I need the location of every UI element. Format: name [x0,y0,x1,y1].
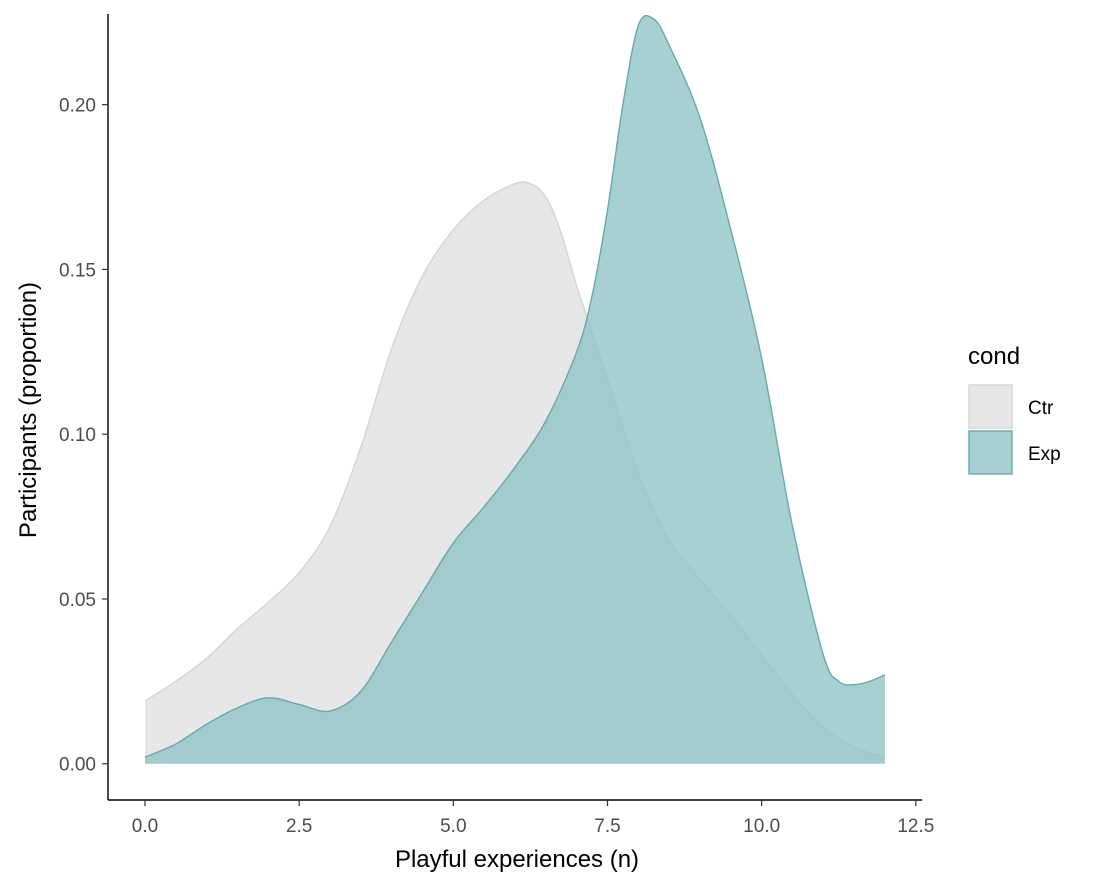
y-axis-title: Participants (proportion) [15,282,42,538]
legend-label-ctr: Ctr [1028,398,1054,419]
density-areas [144,14,886,764]
y-tick-label: 0.05 [59,590,96,611]
x-tick-label: 10.0 [743,816,780,837]
legend: cond Ctr Exp [968,343,1061,475]
legend-label-exp: Exp [1028,444,1061,465]
y-tick-label: 0.00 [59,755,96,776]
x-tick-label: 0.0 [132,816,158,837]
x-tick-label: 5.0 [440,816,466,837]
y-tick-label: 0.20 [59,96,96,117]
legend-swatch-exp [968,430,1013,475]
curve-exp [144,14,886,758]
legend-title: cond [968,343,1020,370]
area-exp [145,15,885,764]
y-tick-label: 0.10 [59,425,96,446]
x-tick-label: 12.5 [897,816,934,837]
x-tick-label: 7.5 [594,816,620,837]
x-tick-label: 2.5 [286,816,312,837]
legend-swatch-ctr [968,384,1013,429]
x-axis-ticks: 0.0 2.5 5.0 7.5 10.0 12.5 [132,800,934,837]
x-axis-title: Playful experiences (n) [395,846,639,873]
y-axis-ticks: 0.00 0.05 0.10 0.15 0.20 [59,96,108,776]
legend-items: Ctr Exp [968,384,1061,475]
y-tick-label: 0.15 [59,260,96,281]
